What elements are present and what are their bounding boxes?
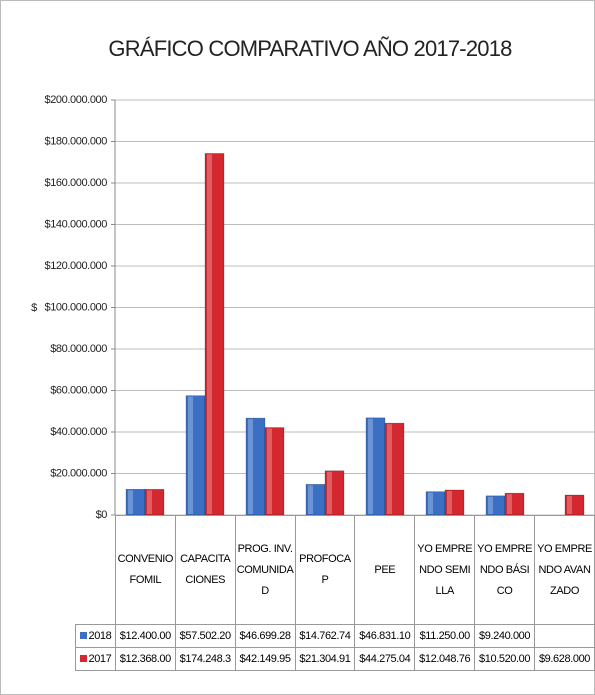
bar xyxy=(444,489,465,516)
table-row: 2017 $12.368.00 $174.248.3 $42.149.95 $21.30… xyxy=(75,647,595,671)
value-label: $46.831.10 xyxy=(354,624,416,648)
y-tick-label: $140.000.000 xyxy=(45,218,108,230)
category-label: CAPACITACIONES xyxy=(174,515,236,625)
value-label: $44.275.04 xyxy=(354,647,416,671)
bar-highlight xyxy=(248,419,253,514)
bar xyxy=(324,470,345,516)
bar xyxy=(504,492,525,516)
bar-highlight xyxy=(488,496,493,514)
bar-highlight xyxy=(188,396,193,514)
table-header-row: CONVENIO FOMIL CAPACITACIONES PROG. INV. C… xyxy=(76,515,595,625)
legend-key xyxy=(79,655,87,662)
data-table: CONVENIO FOMIL CAPACITACIONES PROG. INV. C… xyxy=(75,515,595,671)
y-tick-label: $100.000.000 xyxy=(45,301,108,313)
legend-entry: 2017 xyxy=(75,647,116,671)
value-label: $12.048.76 xyxy=(414,647,476,671)
category-label: YO EMPRENDO SEMILLA xyxy=(414,515,476,625)
value-label: $12.400.00 xyxy=(114,624,176,648)
bar-highlight xyxy=(267,428,272,514)
y-axis-label: $ xyxy=(31,302,37,314)
value-label: $12.368.00 xyxy=(114,647,176,671)
bar-highlight xyxy=(308,485,313,514)
y-tick-label: $60.000.000 xyxy=(50,384,107,396)
bar-highlight xyxy=(207,154,212,514)
legend-key xyxy=(79,632,87,639)
bar xyxy=(264,427,285,516)
legend-label: 2018 xyxy=(88,630,112,642)
value-label: $174.248.3 xyxy=(174,647,236,671)
y-tick-label: $0 xyxy=(96,509,108,521)
value-label: $10.520.00 xyxy=(474,647,536,671)
y-tick-label: $40.000.000 xyxy=(50,426,107,438)
bar-highlight xyxy=(368,418,373,514)
category-label: YO EMPRENDO BÁSICO xyxy=(474,515,536,625)
y-tick-label: $80.000.000 xyxy=(50,343,107,355)
bar-highlight xyxy=(447,490,452,514)
value-label: $57.502.20 xyxy=(174,624,236,648)
category-label: PROFOCAP xyxy=(294,515,356,625)
category-label: PEE xyxy=(354,515,416,625)
table-row: 2018 $12.400.00 $57.502.20 $46.699.28 $14.76… xyxy=(75,624,595,648)
y-tick-label: $160.000.000 xyxy=(45,177,108,189)
value-label: $11.250.00 xyxy=(414,624,476,648)
y-tick-label: $180.000.000 xyxy=(45,135,108,147)
bar-highlight xyxy=(128,490,133,514)
bar-highlight xyxy=(387,424,392,514)
chart-title: GRÁFICO COMPARATIVO AÑO 2017-2018 xyxy=(108,36,512,61)
value-label: $9.240.000 xyxy=(474,624,536,648)
y-tick-label: $200.000.000 xyxy=(45,94,108,106)
table-corner xyxy=(76,516,116,625)
category-label: CONVENIO FOMIL xyxy=(114,515,176,625)
bar-highlight xyxy=(507,494,512,514)
bar-highlight xyxy=(567,496,572,514)
y-tick-label: $20.000.000 xyxy=(50,467,107,479)
legend-label: 2017 xyxy=(88,653,112,665)
bar-highlight xyxy=(147,490,152,514)
value-label: $9.628.000 xyxy=(534,647,595,671)
category-label: PROG. INV. COMUNIDAD xyxy=(234,515,296,625)
value-label: $14.762.74 xyxy=(294,624,356,648)
value-label: $42.149.95 xyxy=(234,647,296,671)
value-label: $46.699.28 xyxy=(234,624,296,648)
value-label: $21.304.91 xyxy=(294,647,356,671)
bar-highlight xyxy=(327,471,332,514)
bar xyxy=(144,489,165,516)
category-label: YO EMPRENDO AVANZADO xyxy=(534,515,595,625)
bar-highlight xyxy=(428,492,433,514)
value-label xyxy=(534,624,595,648)
y-tick-label: $120.000.000 xyxy=(45,260,108,272)
legend-entry: 2018 xyxy=(75,624,116,648)
